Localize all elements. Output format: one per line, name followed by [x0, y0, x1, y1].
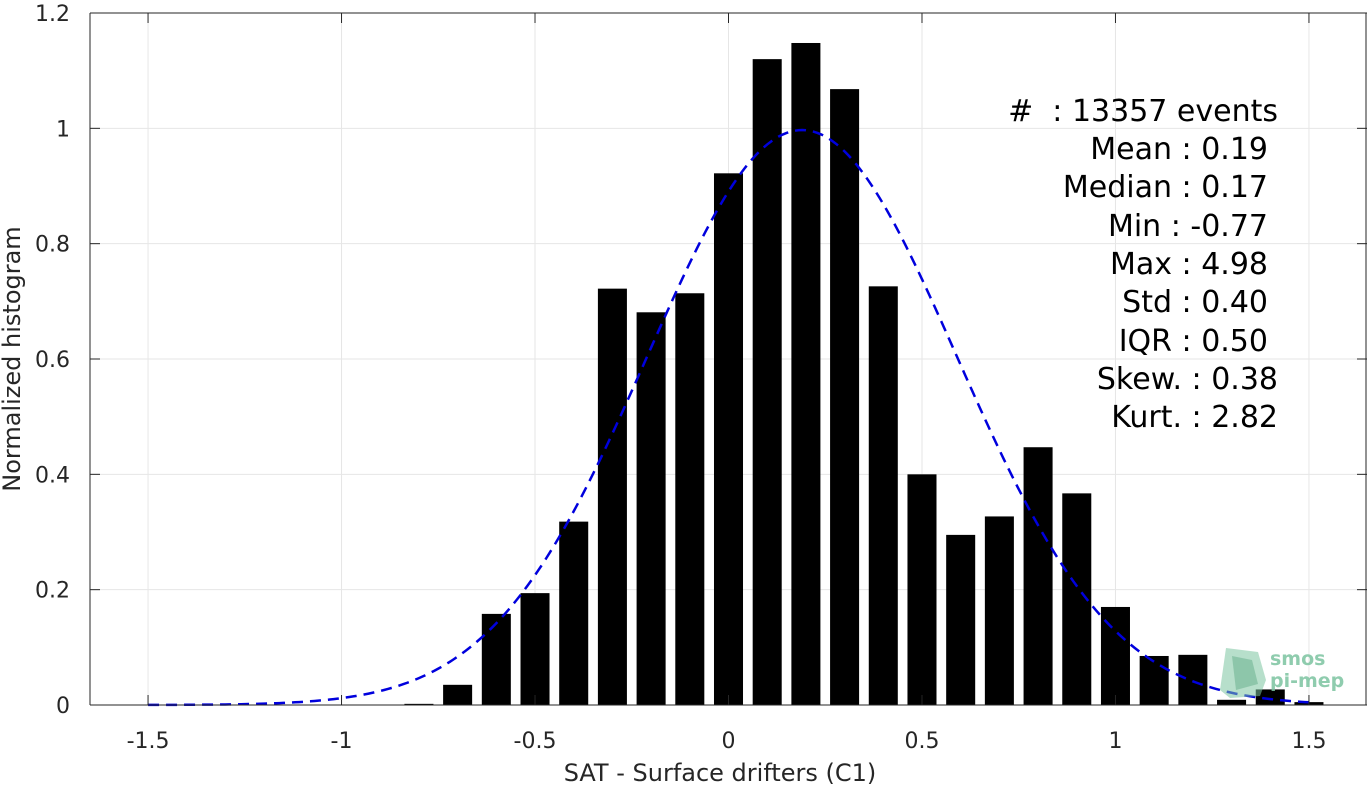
x-tick-label: -1	[331, 729, 353, 754]
statistics-box: # : 13357 events Mean : 0.19 Median : 0.…	[1008, 94, 1278, 435]
x-tick-label: -0.5	[514, 729, 557, 754]
stats-median: Median : 0.17	[1063, 170, 1268, 205]
histogram-bar	[1178, 654, 1208, 705]
histogram-bar	[520, 593, 550, 705]
histogram-bars	[404, 42, 1324, 706]
histogram-bar	[404, 703, 434, 705]
axes-frame	[89, 12, 1367, 706]
histogram-bar	[984, 516, 1014, 705]
x-tick-label: 0	[722, 729, 736, 754]
y-tick-label: 0.8	[35, 233, 70, 258]
histogram-bar	[559, 521, 589, 705]
histogram-bar	[636, 312, 666, 705]
stats-std: Std : 0.40	[1122, 285, 1268, 320]
stats-mean: Mean : 0.19	[1090, 132, 1268, 167]
y-tick-label: 0.2	[35, 579, 70, 604]
y-tick-label: 0.6	[35, 348, 70, 373]
histogram-bar	[752, 59, 782, 705]
smos-pi-mep-logo: smos pi-mep	[1220, 648, 1344, 698]
logo-line1: smos	[1270, 648, 1325, 670]
histogram-bar	[1217, 699, 1247, 705]
x-tick-labels: -1.5 -1 -0.5 0 0.5 1 1.5	[127, 729, 1327, 754]
stats-min: Min : -0.77	[1108, 209, 1268, 244]
histogram-bar	[1139, 655, 1169, 705]
x-tick-label: 0.5	[904, 729, 939, 754]
stats-count: # : 13357 events	[1008, 94, 1278, 129]
histogram-bar	[946, 534, 976, 705]
y-tick-labels: 0 0.2 0.4 0.6 0.8 1 1.2	[35, 2, 70, 719]
y-tick-label: 0	[56, 694, 70, 719]
stats-kurt: Kurt. : 2.82	[1111, 400, 1278, 435]
histogram-bar	[1255, 689, 1285, 705]
stats-skew: Skew. : 0.38	[1097, 362, 1278, 397]
x-tick-label: -1.5	[127, 729, 170, 754]
y-tick-label: 1	[56, 117, 70, 142]
histogram-bar	[597, 288, 627, 705]
histogram-bar	[443, 684, 473, 705]
histogram-bar	[907, 474, 937, 705]
histogram-bar	[791, 42, 821, 705]
histogram-bar	[713, 173, 744, 705]
histogram-bar	[481, 613, 511, 705]
y-tick-label: 0.4	[35, 463, 70, 488]
stats-max: Max : 4.98	[1110, 247, 1268, 282]
histogram-bar	[675, 293, 705, 705]
x-tick-label: 1	[1108, 729, 1122, 754]
histogram-bar	[1100, 606, 1130, 705]
stats-iqr: IQR : 0.50	[1119, 324, 1268, 359]
histogram-bar	[868, 286, 898, 705]
y-axis-title: Normalized histogram	[0, 226, 26, 491]
logo-line2: pi-mep	[1270, 670, 1344, 692]
y-tick-label: 1.2	[35, 2, 70, 27]
histogram-bar	[1023, 447, 1053, 705]
x-tick-label: 1.5	[1291, 729, 1326, 754]
logo-wave-graphic	[1220, 648, 1266, 698]
histogram-bar	[830, 89, 860, 706]
logo-wave-graphic-inner	[1232, 656, 1258, 690]
x-axis-title: SAT - Surface drifters (C1)	[564, 759, 877, 785]
